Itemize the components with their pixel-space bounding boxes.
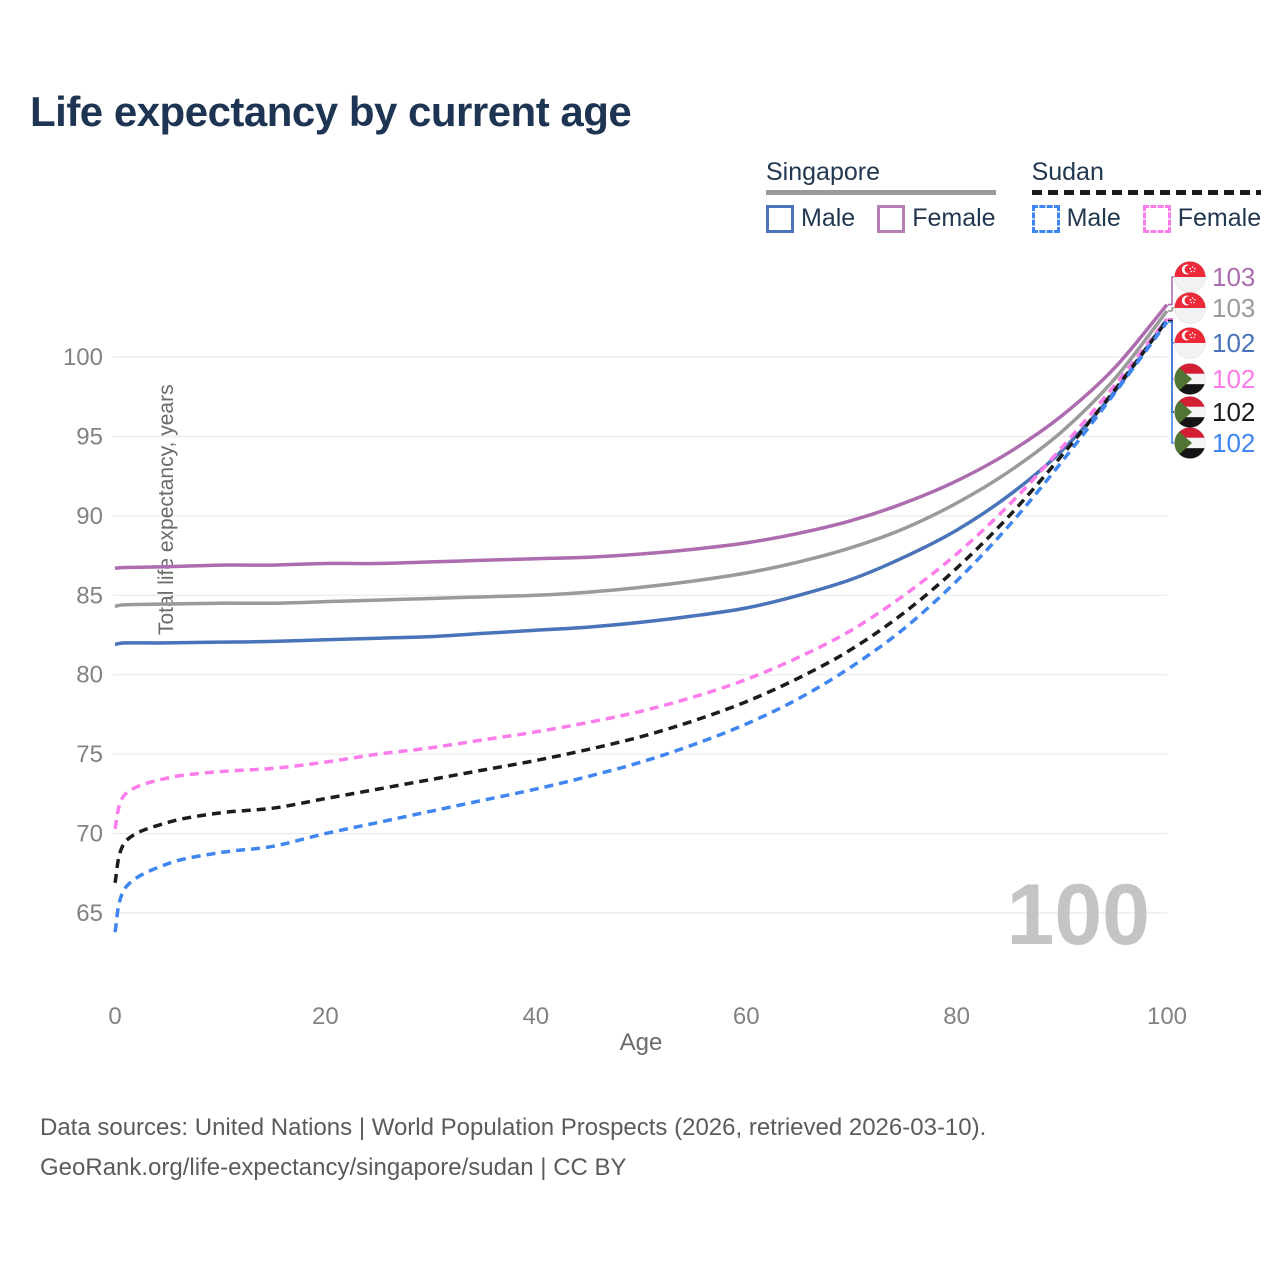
- sudan-flag-icon: [1174, 427, 1206, 459]
- series-line-sudan-both-sexes[interactable]: [113, 319, 1169, 884]
- footer-attribution-line: GeoRank.org/life-expectancy/singapore/su…: [40, 1154, 627, 1181]
- svg-text:100: 100: [63, 344, 103, 371]
- svg-text:95: 95: [76, 423, 103, 450]
- svg-text:0: 0: [108, 1003, 121, 1030]
- svg-text:40: 40: [522, 1003, 549, 1030]
- leader-line-sudan-both-sexes: [1168, 319, 1174, 413]
- end-value-label-sudan-male: 102: [1212, 428, 1255, 458]
- legend-group-singapore: Singapore Male Female: [766, 158, 996, 233]
- legend-item-label: Male: [801, 204, 856, 232]
- sudan-flag-icon: [1174, 396, 1206, 428]
- svg-text:60: 60: [733, 1003, 760, 1030]
- singapore-flag-icon: [1174, 261, 1206, 293]
- sudan-flag-icon: [1174, 363, 1206, 395]
- legend-item-sudan-female[interactable]: Female: [1142, 204, 1262, 233]
- end-value-label-sudan-female: 102: [1212, 364, 1255, 394]
- y-gridlines: [113, 356, 1167, 914]
- series-line-sudan-male[interactable]: [113, 321, 1169, 933]
- svg-text:20: 20: [312, 1003, 339, 1030]
- singapore-flag-icon: [1174, 292, 1206, 324]
- page-title: Life expectancy by current age: [30, 88, 632, 135]
- legend-country-singapore[interactable]: Singapore: [766, 158, 996, 195]
- series-line-singapore-male[interactable]: [114, 317, 1169, 647]
- legend-items-sudan: Male Female: [1031, 204, 1262, 233]
- svg-text:70: 70: [76, 821, 103, 848]
- leader-line-singapore-both-sexes: [1168, 307, 1174, 312]
- svg-text:80: 80: [76, 662, 103, 689]
- leader-line-sudan-male: [1168, 321, 1174, 444]
- svg-text:75: 75: [76, 741, 103, 768]
- y-axis-title: Total life expectancy, years: [155, 384, 178, 635]
- legend-item-label: Male: [1066, 204, 1121, 232]
- series-line-singapore-both-sexes[interactable]: [114, 309, 1169, 609]
- legend-item-singapore-female[interactable]: Female: [877, 204, 996, 233]
- chart-legend: Singapore Male Female Sudan: [766, 158, 1262, 233]
- svg-text:85: 85: [76, 582, 103, 609]
- svg-text:65: 65: [76, 900, 103, 927]
- sudan-male-swatch-icon: [1031, 204, 1060, 233]
- leader-line-sudan-female: [1168, 318, 1174, 380]
- series-line-singapore-female[interactable]: [114, 303, 1169, 571]
- end-value-label-singapore-male: 102: [1212, 328, 1255, 358]
- sudan-line-style-sample: [1031, 190, 1262, 195]
- end-value-label-singapore-female: 103: [1212, 262, 1255, 292]
- y-axis-tick-labels: 65 70 75 80 85 90 95 100: [63, 344, 103, 927]
- singapore-female-swatch-icon: [877, 204, 906, 233]
- legend-country-label: Sudan: [1031, 158, 1104, 186]
- singapore-flag-icon: [1174, 327, 1206, 359]
- legend-group-sudan: Sudan Male Female: [1031, 158, 1262, 233]
- end-value-label-singapore-both-sexes: 103: [1212, 293, 1255, 323]
- singapore-line-style-sample: [766, 190, 996, 195]
- footer-sources-line: Data sources: United Nations | World Pop…: [40, 1114, 987, 1141]
- svg-text:80: 80: [943, 1003, 970, 1030]
- x-axis-tick-labels: 0 20 40 60 80 100: [108, 1003, 1187, 1030]
- end-value-label-sudan-both-sexes: 102: [1212, 397, 1255, 427]
- leader-line-singapore-female: [1168, 276, 1174, 306]
- singapore-male-swatch-icon: [766, 204, 794, 233]
- legend-item-label: Female: [912, 204, 996, 232]
- legend-country-label: Singapore: [766, 158, 880, 186]
- current-age-watermark: 100: [1007, 867, 1151, 963]
- legend-items-singapore: Male Female: [766, 204, 996, 233]
- sudan-female-swatch-icon: [1142, 204, 1171, 233]
- legend-item-singapore-male[interactable]: Male: [766, 204, 855, 233]
- legend-item-sudan-male[interactable]: Male: [1031, 204, 1121, 233]
- legend-country-sudan[interactable]: Sudan: [1031, 158, 1262, 195]
- series-line-sudan-female[interactable]: [113, 317, 1169, 830]
- svg-text:90: 90: [76, 503, 103, 530]
- svg-text:100: 100: [1147, 1003, 1187, 1030]
- legend-item-label: Female: [1177, 204, 1262, 232]
- x-axis-title: Age: [620, 1029, 663, 1056]
- data-source-footer: Data sources: United Nations | World Pop…: [40, 1108, 986, 1188]
